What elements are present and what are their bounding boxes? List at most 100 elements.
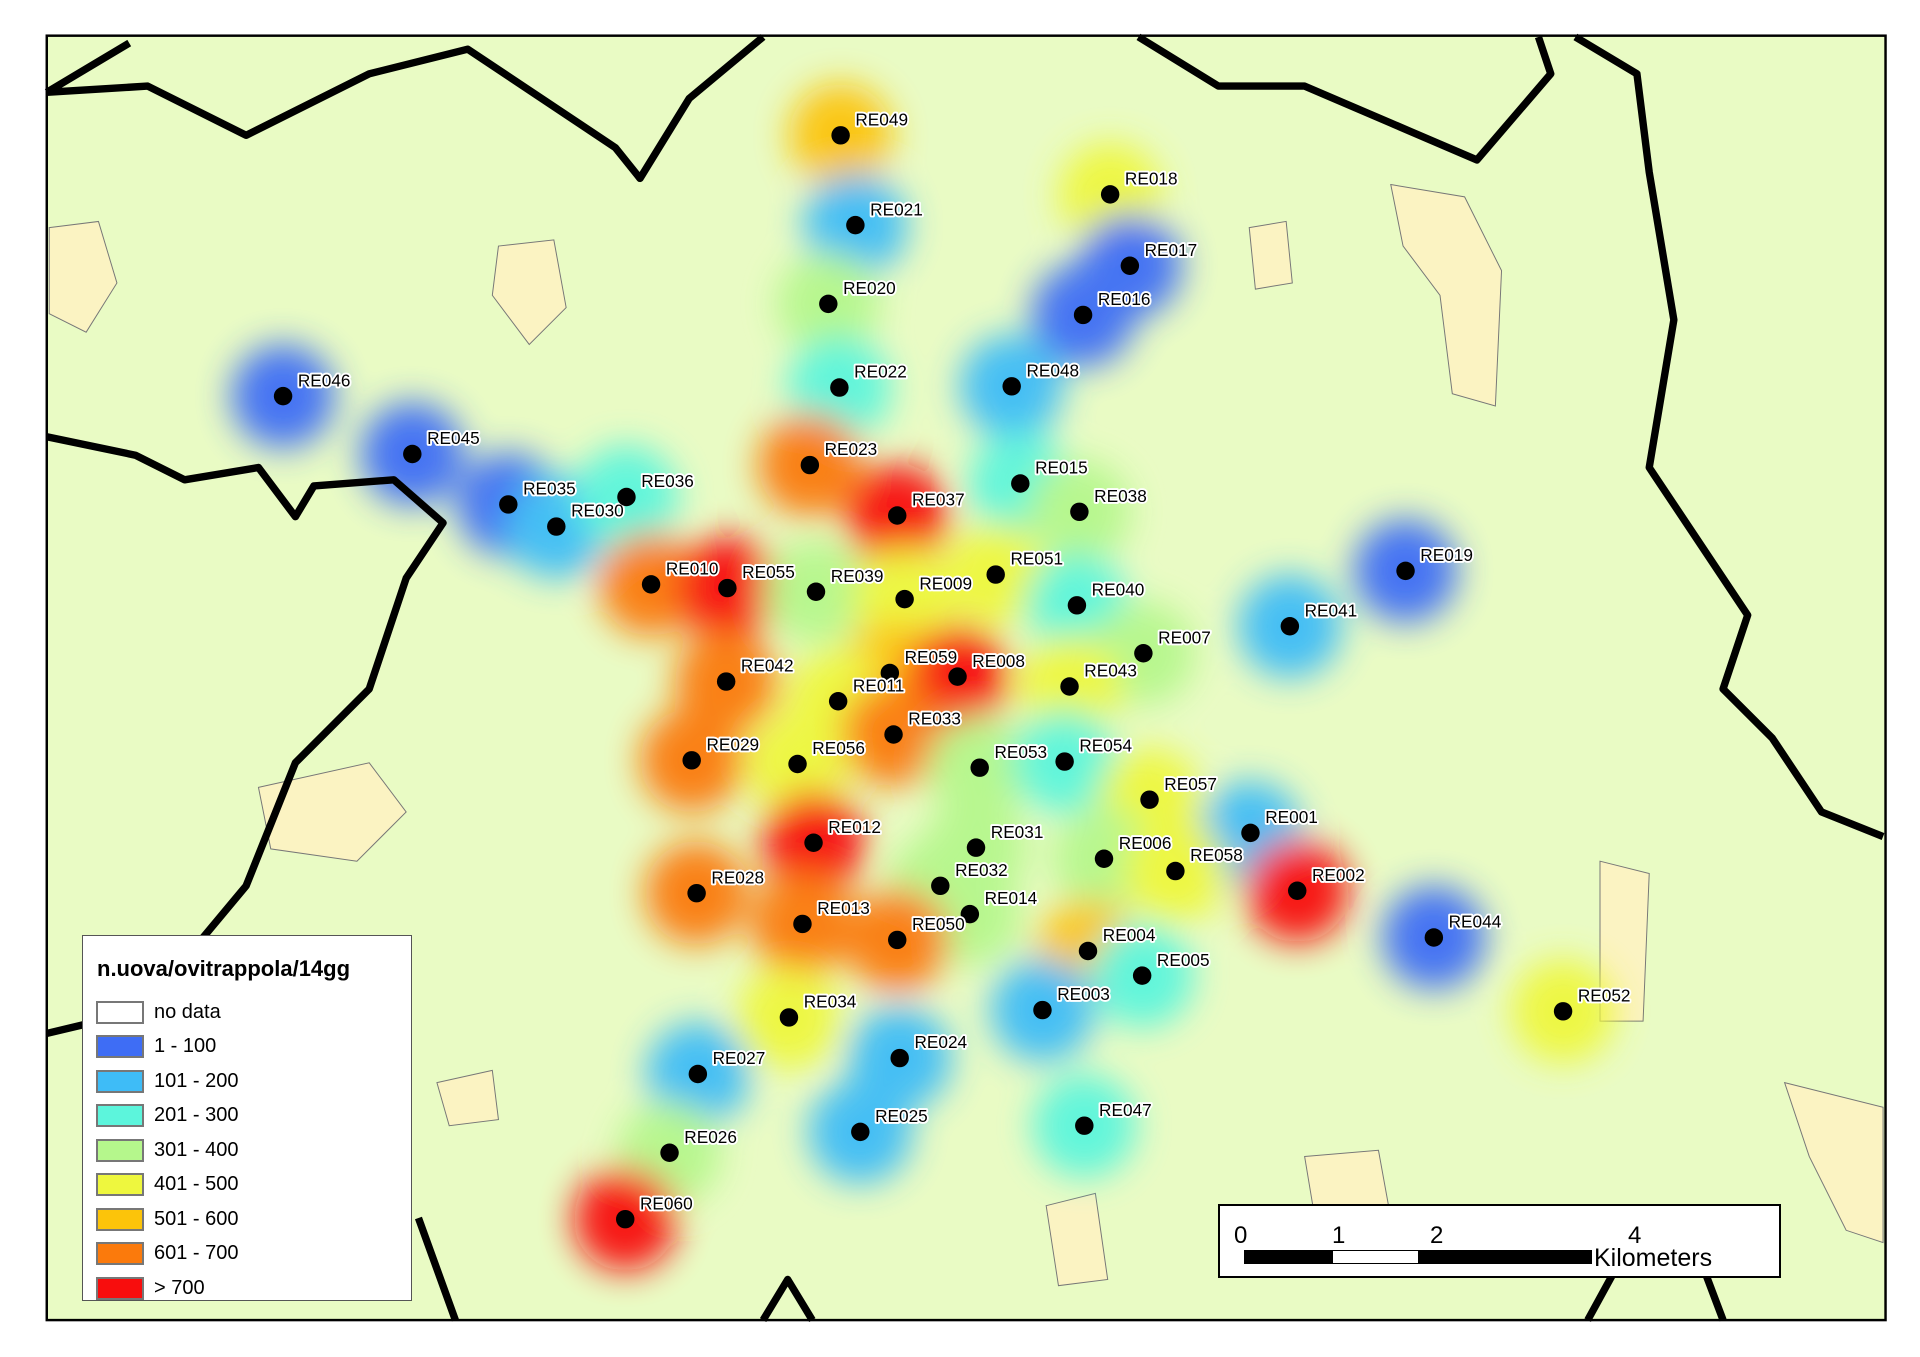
trap-site-marker[interactable] [499, 495, 518, 514]
trap-site-marker[interactable] [948, 667, 967, 686]
trap-site-marker[interactable] [960, 904, 980, 924]
trap-site-marker[interactable] [1241, 823, 1260, 843]
legend-title: n.uova/ovitrappola/14gg [97, 956, 351, 981]
trap-site-label: RE053 [994, 742, 1047, 762]
trap-site-label: RE049 [855, 109, 908, 129]
trap-site-label: RE030 [571, 501, 624, 521]
trap-site-marker[interactable] [1067, 596, 1087, 615]
legend-item: > 700 [96, 1274, 205, 1302]
trap-site-label: RE028 [711, 867, 764, 887]
legend-item: 1 - 100 [96, 1033, 216, 1061]
trap-site-marker[interactable] [687, 883, 706, 903]
trap-site-marker[interactable] [641, 575, 661, 594]
trap-site-marker[interactable] [1288, 881, 1307, 900]
trap-site-marker[interactable] [884, 725, 903, 744]
trap-site-marker[interactable] [830, 378, 849, 397]
trap-site-label: RE047 [1099, 1100, 1152, 1120]
trap-site-label: RE002 [1312, 865, 1365, 885]
trap-site-marker[interactable] [1078, 941, 1098, 961]
trap-site-marker[interactable] [1070, 502, 1089, 522]
legend-label: 101 - 200 [154, 1069, 239, 1092]
trap-site-marker[interactable] [688, 1064, 708, 1084]
trap-site-marker[interactable] [616, 1209, 635, 1229]
trap-site-label: RE019 [1420, 545, 1473, 565]
trap-site-marker[interactable] [1073, 305, 1093, 325]
trap-site-marker[interactable] [1100, 185, 1120, 204]
trap-site-marker[interactable] [1140, 790, 1159, 809]
trap-site-marker[interactable] [986, 565, 1005, 584]
trap-site-marker[interactable] [617, 487, 636, 507]
trap-site-marker[interactable] [1424, 928, 1444, 947]
trap-site-marker[interactable] [851, 1122, 870, 1142]
trap-site-label: RE036 [641, 471, 694, 491]
trap-site-marker[interactable] [966, 838, 986, 857]
trap-site-marker[interactable] [1280, 616, 1300, 636]
trap-site-marker[interactable] [716, 672, 736, 691]
trap-site-marker[interactable] [788, 754, 807, 774]
trap-site-label: RE060 [640, 1193, 693, 1213]
legend-item: 101 - 200 [96, 1067, 239, 1095]
trap-site-marker[interactable] [547, 517, 566, 536]
trap-site-marker[interactable] [1553, 1002, 1573, 1021]
trap-site-marker[interactable] [931, 876, 950, 896]
trap-site-marker[interactable] [1396, 561, 1415, 581]
trap-site-marker[interactable] [1166, 861, 1185, 881]
trap-site-marker[interactable] [800, 455, 820, 475]
trap-site-label: RE016 [1098, 289, 1151, 309]
trap-site-marker[interactable] [1055, 752, 1074, 771]
legend-label: 501 - 600 [154, 1207, 239, 1230]
trap-site-marker[interactable] [682, 751, 701, 770]
trap-site-label: RE054 [1079, 736, 1132, 756]
trap-site-label: RE027 [713, 1048, 766, 1068]
trap-site-marker[interactable] [819, 294, 838, 314]
trap-site-label: RE035 [523, 479, 576, 499]
scale-segment [1244, 1250, 1344, 1264]
trap-site-marker[interactable] [1033, 1000, 1052, 1020]
trap-site-label: RE023 [825, 439, 878, 459]
trap-site-marker[interactable] [828, 692, 848, 711]
trap-site-label: RE018 [1125, 169, 1178, 189]
legend-item: 501 - 600 [96, 1205, 239, 1233]
trap-site-label: RE037 [912, 490, 965, 510]
legend-swatch [96, 1000, 144, 1024]
trap-site-marker[interactable] [1134, 644, 1153, 663]
trap-site-label: RE020 [843, 278, 896, 298]
trap-site-marker[interactable] [846, 215, 865, 235]
trap-site-marker[interactable] [890, 1048, 909, 1068]
trap-site-label: RE008 [972, 651, 1025, 671]
trap-site-marker[interactable] [888, 930, 907, 950]
trap-site-marker[interactable] [1060, 677, 1079, 696]
trap-site-label: RE043 [1084, 661, 1137, 681]
trap-site-label: RE040 [1092, 579, 1145, 599]
legend-swatch [96, 1035, 144, 1058]
trap-site-marker[interactable] [1011, 474, 1030, 493]
trap-site-label: RE055 [742, 562, 795, 582]
trap-site-marker[interactable] [831, 126, 850, 145]
trap-site-marker[interactable] [403, 444, 422, 464]
trap-site-marker[interactable] [779, 1008, 799, 1027]
trap-site-marker[interactable] [793, 914, 812, 934]
trap-site-label: RE045 [427, 428, 480, 448]
trap-site-marker[interactable] [1132, 966, 1152, 985]
trap-site-marker[interactable] [660, 1143, 679, 1163]
trap-site-label: RE044 [1449, 912, 1502, 932]
trap-site-label: RE001 [1265, 807, 1318, 827]
trap-site-label: RE058 [1190, 845, 1243, 865]
trap-site-marker[interactable] [970, 758, 989, 777]
trap-site-label: RE006 [1119, 833, 1172, 853]
trap-site-marker[interactable] [895, 589, 914, 609]
trap-site-marker[interactable] [888, 506, 907, 525]
trap-site-marker[interactable] [718, 578, 737, 598]
trap-site-marker[interactable] [1120, 256, 1140, 275]
trap-site-label: RE039 [831, 566, 884, 586]
trap-site-marker[interactable] [273, 386, 293, 406]
trap-site-marker[interactable] [1075, 1116, 1094, 1135]
legend-swatch [96, 1242, 144, 1265]
trap-site-marker[interactable] [804, 833, 823, 852]
trap-site-marker[interactable] [1094, 849, 1114, 868]
trap-site-marker[interactable] [806, 582, 826, 601]
trap-site-marker[interactable] [880, 663, 900, 683]
trap-site-marker[interactable] [1002, 377, 1021, 396]
trap-site-label: RE003 [1057, 984, 1110, 1004]
